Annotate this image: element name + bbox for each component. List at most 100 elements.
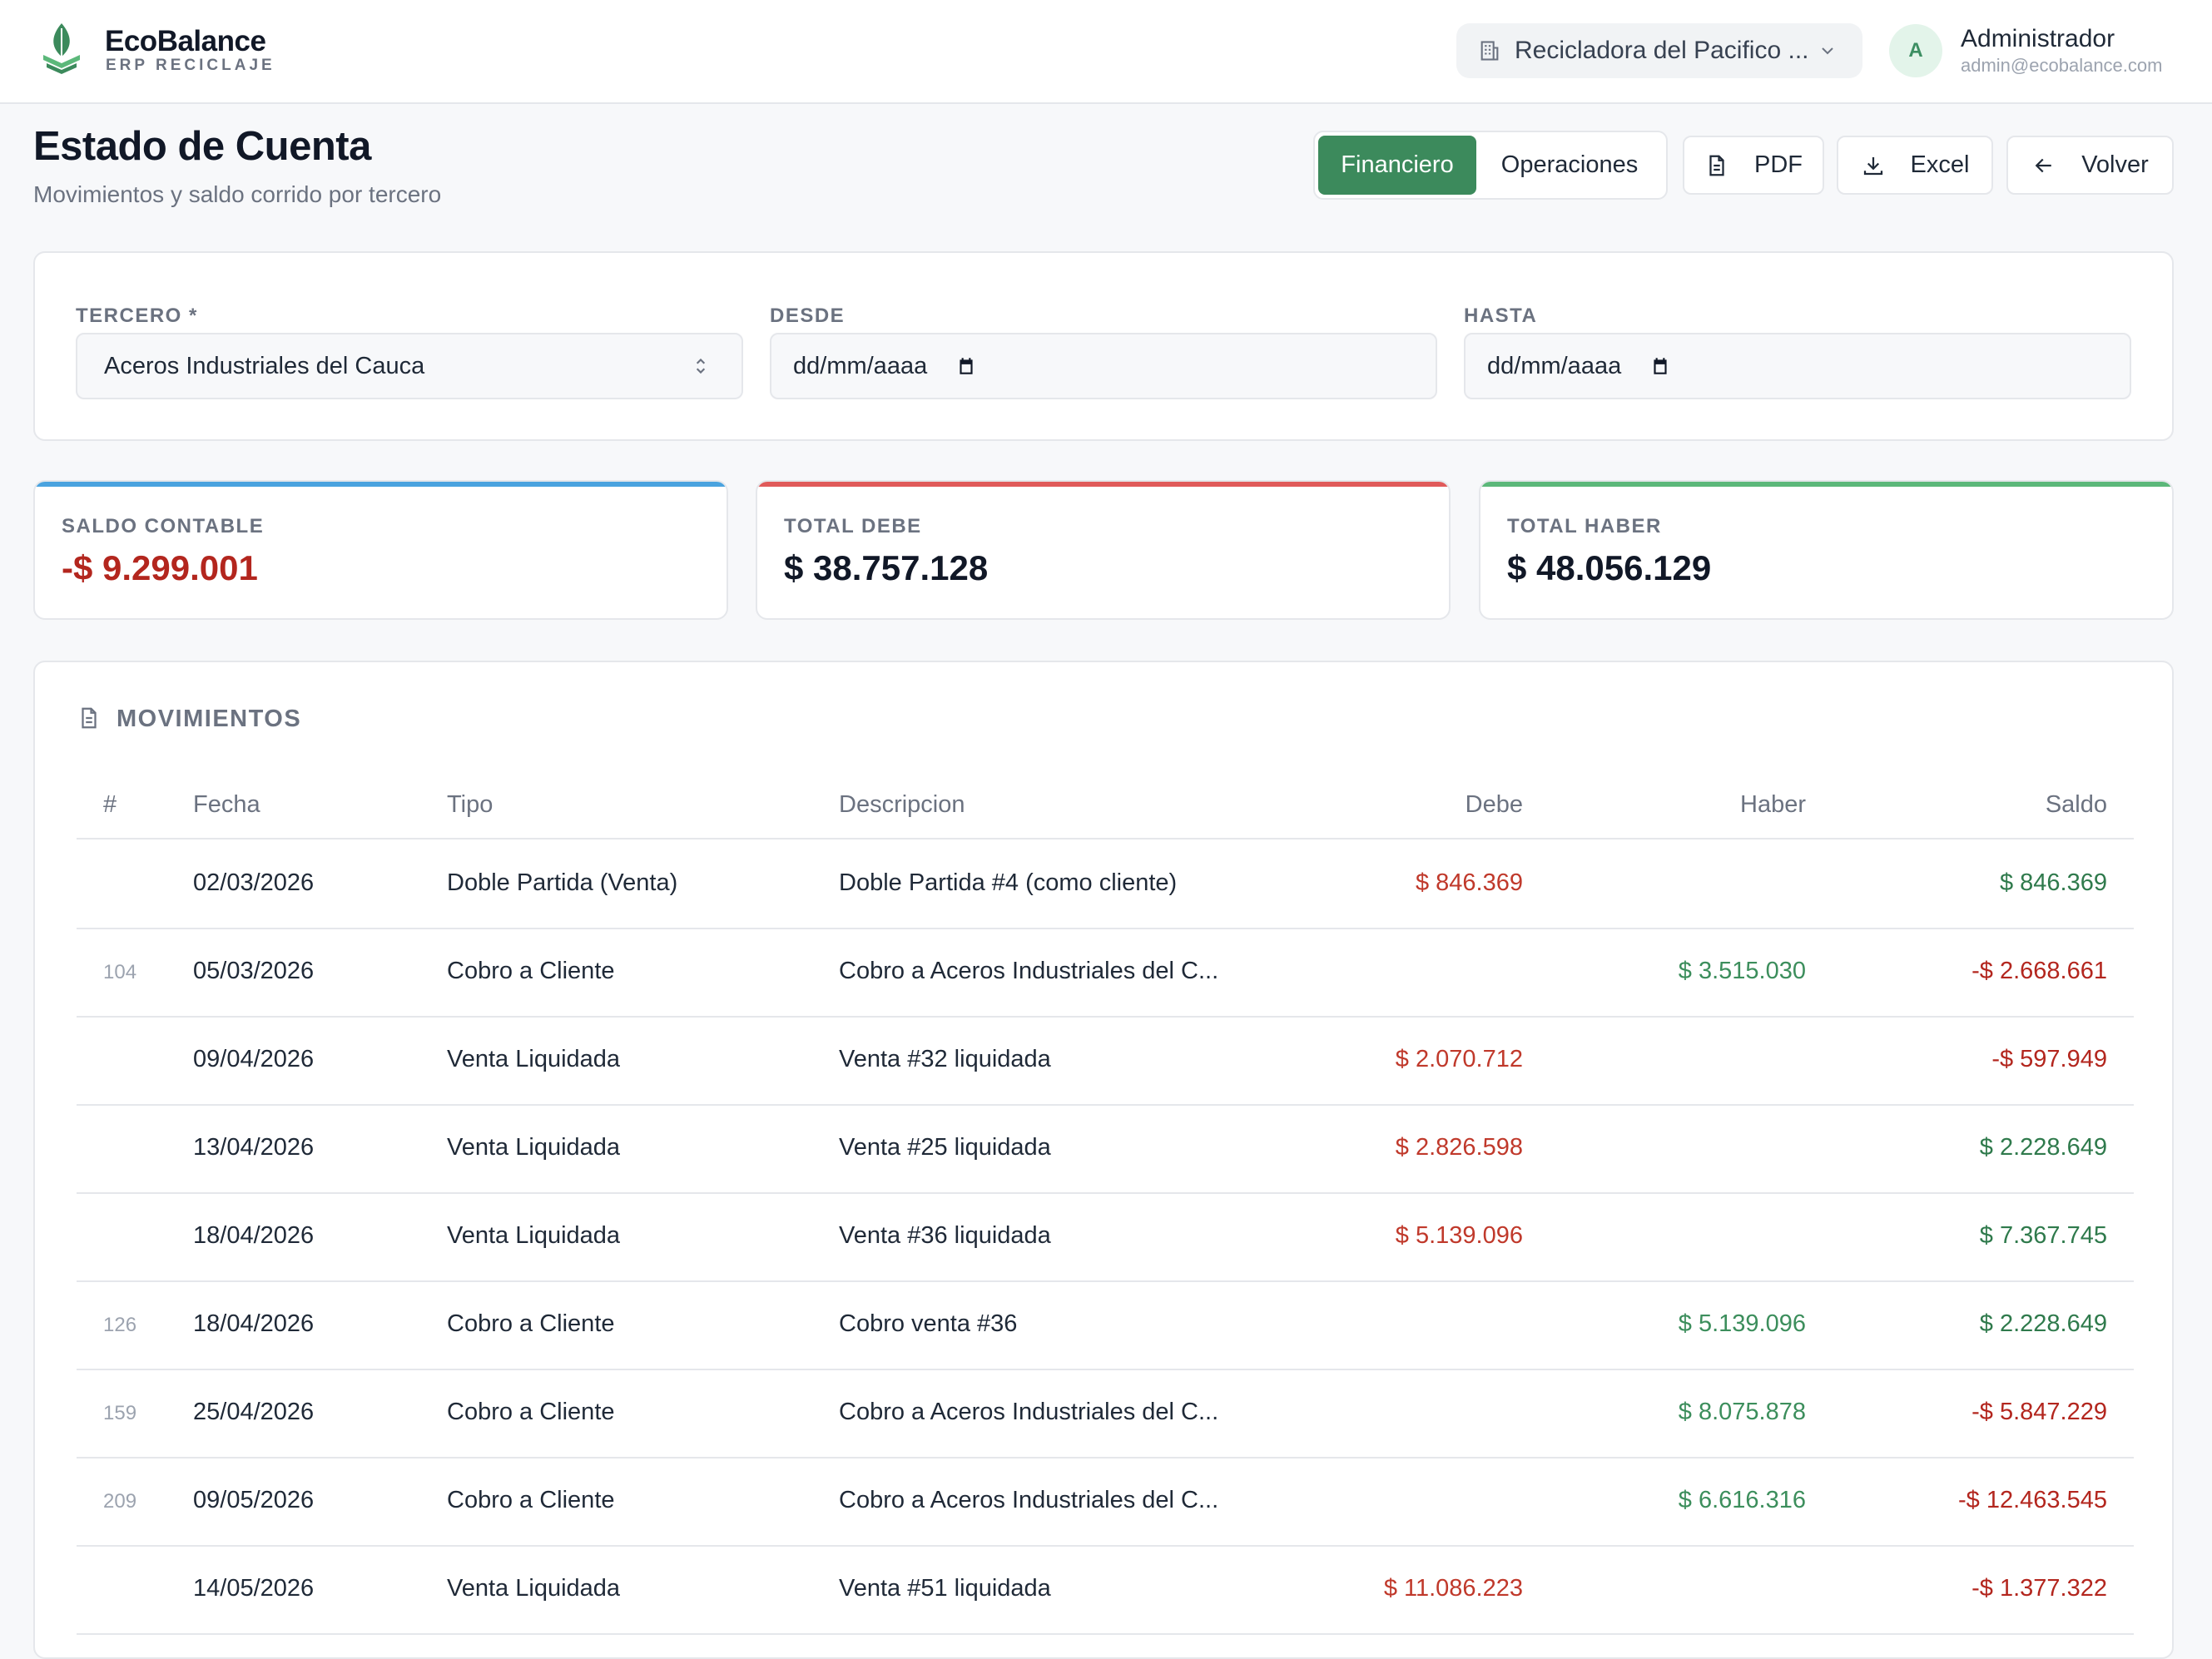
cell-haber: $ 6.616.316 (1678, 1487, 1806, 1513)
cell-num: 104 (103, 961, 137, 983)
cell-tipo: Venta Liquidada (447, 1134, 621, 1161)
cell-descripcion: Venta #32 liquidada (839, 1046, 1051, 1072)
total-haber-card: TOTAL HABER $ 48.056.129 (1479, 480, 2174, 620)
saldo-label: SALDO CONTABLE (62, 515, 265, 537)
cell-tipo: Venta Liquidada (447, 1046, 621, 1072)
user-email: admin@ecobalance.com (1961, 55, 2163, 76)
excel-label: Excel (1910, 151, 1970, 178)
cell-saldo: -$ 2.668.661 (1971, 958, 2107, 984)
cell-haber: $ 3.515.030 (1678, 958, 1806, 984)
total-debe-card: TOTAL DEBE $ 38.757.128 (756, 480, 1451, 620)
operaciones-tab[interactable]: Operaciones (1500, 151, 1639, 178)
col-num: # (103, 791, 117, 818)
cell-fecha: 18/04/2026 (193, 1310, 315, 1337)
cell-descripcion: Venta #36 liquidada (839, 1222, 1051, 1249)
cell-descripcion: Cobro a Aceros Industriales del C... (839, 958, 1219, 984)
debe-label: TOTAL DEBE (784, 515, 922, 537)
haber-value: $ 48.056.129 (1507, 548, 1712, 587)
hasta-date-input[interactable]: dd/mm/aaaa (1464, 333, 2131, 399)
desde-value: dd/mm/aaaa (793, 352, 928, 379)
download-icon (1863, 156, 1882, 175)
tercero-value: Aceros Industriales del Cauca (104, 352, 425, 379)
table-row[interactable]: 159 25/04/2026 Cobro a Cliente Cobro a Acer… (77, 1370, 2134, 1458)
cell-num: 159 (103, 1402, 137, 1424)
top-bar: EcoBalance ERP RECICLAJE Recicladora del… (0, 0, 2212, 104)
cell-descripcion: Cobro venta #36 (839, 1310, 1018, 1337)
cell-saldo: -$ 597.949 (1991, 1046, 2107, 1072)
cell-tipo: Cobro a Cliente (447, 1310, 615, 1337)
cell-haber: $ 8.075.878 (1678, 1399, 1806, 1425)
cell-tipo: Doble Partida (Venta) (447, 869, 678, 896)
saldo-value: -$ 9.299.001 (62, 548, 258, 587)
cell-descripcion: Doble Partida #4 (como cliente) (839, 869, 1178, 896)
excel-button[interactable]: Excel (1837, 136, 1993, 195)
filter-card: TERCERO * Aceros Industriales del Cauca … (33, 251, 2174, 441)
table-row[interactable]: 09/04/2026 Venta Liquidada Venta #32 liqui… (77, 1018, 2134, 1106)
table-row[interactable]: 02/03/2026 Doble Partida (Venta) Doble Par… (77, 841, 2134, 929)
volver-button[interactable]: Volver (2006, 136, 2174, 195)
cell-saldo: -$ 12.463.545 (1958, 1487, 2107, 1513)
cell-saldo: $ 2.228.649 (1979, 1134, 2107, 1161)
tercero-select[interactable]: Aceros Industriales del Cauca (76, 333, 743, 399)
cell-descripcion: Cobro a Aceros Industriales del C... (839, 1487, 1219, 1513)
leaf-logo-icon (43, 23, 80, 74)
table-row[interactable]: 14/05/2026 Venta Liquidada Venta #51 liqui… (77, 1547, 2134, 1635)
document-icon (1709, 155, 1724, 176)
company-name: Recicladora del Pacifico ... (1515, 37, 1809, 64)
page-subtitle: Movimientos y saldo corrido por tercero (33, 181, 442, 207)
document-icon (82, 707, 97, 729)
col-saldo: Saldo (2045, 791, 2107, 818)
table-row[interactable]: 18/04/2026 Venta Liquidada Venta #36 liqui… (77, 1194, 2134, 1282)
user-name: Administrador (1961, 25, 2115, 52)
cell-tipo: Venta Liquidada (447, 1222, 621, 1249)
cell-fecha: 05/03/2026 (193, 958, 315, 984)
cell-fecha: 09/04/2026 (193, 1046, 315, 1072)
cell-tipo: Cobro a Cliente (447, 1399, 615, 1425)
cell-tipo: Venta Liquidada (447, 1575, 621, 1602)
avatar[interactable]: A (1889, 24, 1942, 77)
pdf-button[interactable]: PDF (1683, 136, 1824, 195)
pdf-label: PDF (1754, 151, 1803, 178)
cell-debe: $ 846.369 (1415, 869, 1523, 896)
arrow-left-icon (2035, 158, 2051, 172)
cell-fecha: 09/05/2026 (193, 1487, 315, 1513)
financiero-tab[interactable]: Financiero (1318, 136, 1476, 195)
col-descripcion: Descripcion (839, 791, 965, 818)
col-tipo: Tipo (447, 791, 493, 818)
building-icon (1480, 41, 1499, 61)
hasta-value: dd/mm/aaaa (1487, 352, 1622, 379)
tercero-label: TERCERO * (76, 305, 198, 327)
table-row[interactable]: 209 09/05/2026 Cobro a Cliente Cobro a Acer… (77, 1458, 2134, 1547)
haber-label: TOTAL HABER (1507, 515, 1662, 537)
cell-saldo: $ 846.369 (1999, 869, 2107, 896)
table-row[interactable]: 126 18/04/2026 Cobro a Cliente Cobro venta … (77, 1282, 2134, 1370)
cell-debe: $ 5.139.096 (1395, 1222, 1523, 1249)
cell-fecha: 25/04/2026 (193, 1399, 315, 1425)
cell-saldo: $ 7.367.745 (1979, 1222, 2107, 1249)
cell-debe: $ 11.086.223 (1383, 1575, 1523, 1602)
cell-saldo: -$ 5.847.229 (1971, 1399, 2107, 1425)
cell-fecha: 18/04/2026 (193, 1222, 315, 1249)
calendar-icon[interactable] (955, 355, 977, 377)
table-row[interactable]: 104 05/03/2026 Cobro a Cliente Cobro a Acer… (77, 929, 2134, 1018)
company-selector[interactable]: Recicladora del Pacifico ... (1456, 23, 1862, 78)
hasta-label: HASTA (1464, 305, 1538, 327)
col-haber: Haber (1740, 791, 1806, 818)
sort-chevrons-icon (696, 358, 706, 374)
brand-name: EcoBalance (105, 25, 266, 57)
view-toggle: Financiero Operaciones (1313, 131, 1668, 200)
saldo-contable-card: SALDO CONTABLE -$ 9.299.001 (33, 480, 728, 620)
cell-num: 126 (103, 1314, 137, 1336)
cell-descripcion: Cobro a Aceros Industriales del C... (839, 1399, 1219, 1425)
card-accent-bar (1480, 482, 2172, 487)
debe-value: $ 38.757.128 (784, 548, 989, 587)
cell-descripcion: Venta #51 liquidada (839, 1575, 1051, 1602)
table-row[interactable]: 13/04/2026 Venta Liquidada Venta #25 liqui… (77, 1106, 2134, 1194)
desde-label: DESDE (770, 305, 846, 327)
cell-saldo: $ 2.228.649 (1979, 1310, 2107, 1337)
desde-date-input[interactable]: dd/mm/aaaa (770, 333, 1437, 399)
table-header: # Fecha Tipo Descripcion Debe Haber Sald… (77, 781, 2134, 839)
brand-subtitle: ERP RECICLAJE (106, 57, 275, 74)
cell-debe: $ 2.070.712 (1395, 1046, 1523, 1072)
calendar-icon[interactable] (1649, 355, 1671, 377)
